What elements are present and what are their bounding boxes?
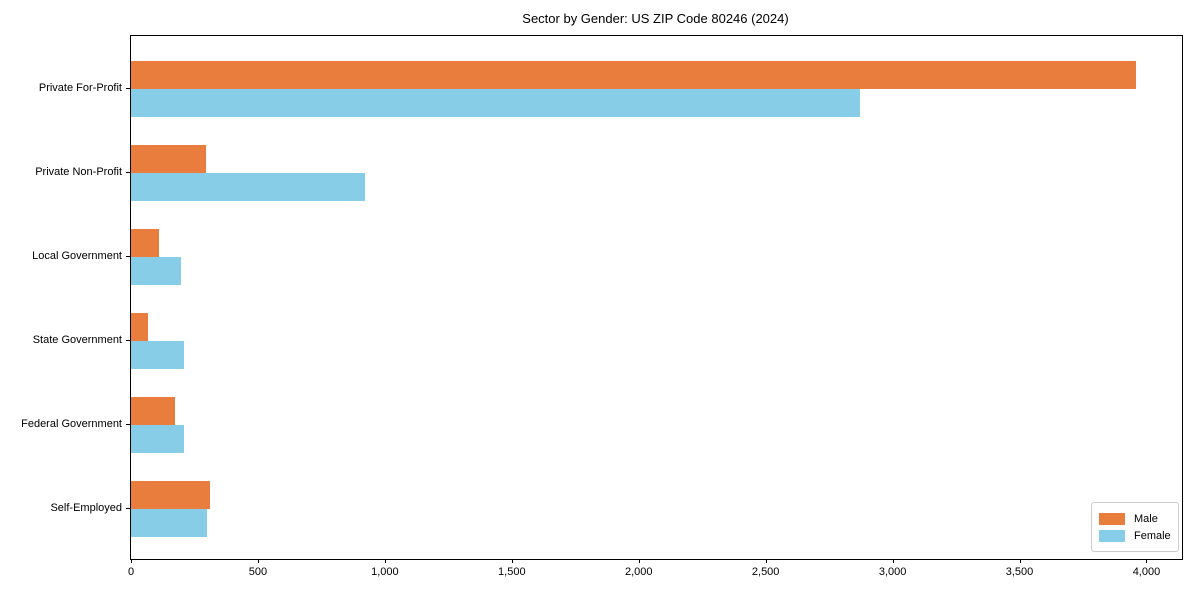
x-tick-label: 3,500 (1005, 566, 1034, 578)
chart-title: Sector by Gender: US ZIP Code 80246 (202… (522, 11, 789, 26)
y-tick-label: Private For-Profit (38, 82, 122, 94)
y-tick-label: State Government (32, 334, 122, 346)
x-tick-label: 2,000 (624, 566, 653, 578)
legend-swatch-female (1099, 529, 1125, 542)
legend-entry-male: Male (1099, 511, 1171, 526)
bar-female-3 (131, 257, 181, 285)
x-tick-mark (1019, 559, 1021, 563)
y-tick-label: Federal Government (21, 418, 122, 430)
x-tick-label: 0 (127, 566, 135, 578)
bar-male-5 (131, 397, 175, 425)
x-tick-label: 1,500 (498, 566, 526, 578)
y-tick-mark (126, 424, 130, 425)
y-tick-mark (126, 256, 130, 257)
bar-male-6 (131, 481, 210, 509)
x-tick-label: 2,500 (751, 566, 780, 578)
x-tick-mark (384, 559, 386, 563)
legend-label: Female (1134, 529, 1171, 542)
y-tick-label: Local Government (32, 250, 122, 262)
bar-female-1 (131, 89, 860, 117)
bar-male-1 (131, 61, 1136, 89)
y-tick-label: Self-Employed (50, 502, 122, 514)
plot-area: Male Female (130, 35, 1183, 560)
x-tick-mark (892, 559, 894, 563)
x-tick-label: 4,000 (1132, 566, 1161, 578)
bar-female-5 (131, 425, 184, 453)
x-tick-mark (131, 559, 132, 563)
x-tick-label: 1,000 (371, 566, 399, 578)
legend-entry-female: Female (1099, 528, 1171, 543)
bar-female-6 (131, 509, 207, 537)
x-tick-mark (257, 559, 259, 563)
bar-male-2 (131, 145, 206, 173)
x-tick-mark (1146, 559, 1148, 563)
x-tick-label: 3,000 (878, 566, 907, 578)
legend-swatch-male (1099, 512, 1125, 525)
bar-male-3 (131, 229, 159, 257)
bar-male-4 (131, 313, 148, 341)
y-tick-mark (126, 340, 130, 341)
y-tick-mark (126, 172, 130, 173)
legend: Male Female (1091, 502, 1179, 552)
legend-label: Male (1134, 512, 1158, 525)
y-tick-mark (126, 88, 130, 89)
x-tick-mark (765, 559, 767, 563)
x-tick-mark (638, 559, 640, 563)
x-tick-label: 500 (248, 566, 268, 578)
y-tick-label: Private Non-Profit (35, 166, 122, 178)
x-tick-mark (511, 559, 513, 563)
bar-female-4 (131, 341, 184, 369)
bar-female-2 (131, 173, 365, 201)
y-tick-mark (126, 508, 130, 509)
